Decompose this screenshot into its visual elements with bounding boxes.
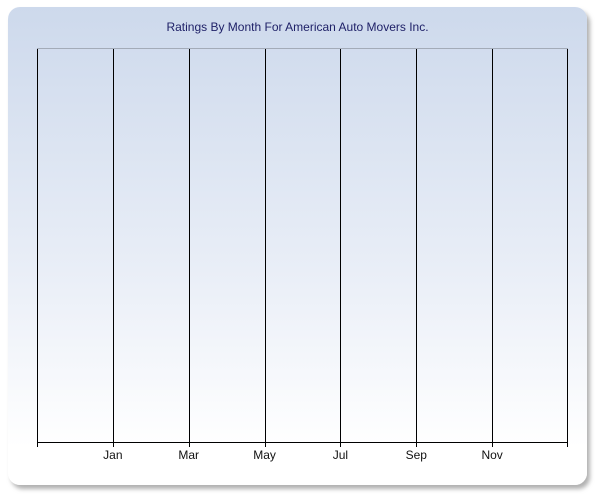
x-gridline (492, 49, 494, 442)
x-tick-label: Jan (103, 448, 123, 462)
plot-area (37, 48, 568, 443)
x-tick-label: Nov (481, 448, 503, 462)
x-axis: Jan Mar May Jul Sep Nov (37, 442, 568, 472)
chart-title: Ratings By Month For American Auto Mover… (166, 20, 429, 34)
x-gridline (264, 49, 266, 442)
x-tick-label: Jul (332, 448, 349, 462)
x-gridline (340, 49, 342, 442)
x-tick (416, 442, 418, 447)
x-tick (567, 442, 568, 447)
x-tick (492, 442, 494, 447)
x-gridline (188, 49, 190, 442)
x-tick-label: Mar (178, 448, 200, 462)
x-gridline (567, 49, 568, 442)
x-tick-label: May (253, 448, 276, 462)
x-gridline (112, 49, 114, 442)
x-tick (112, 442, 114, 447)
x-tick (188, 442, 190, 447)
x-tick (264, 442, 266, 447)
x-tick (340, 442, 342, 447)
x-tick (37, 442, 38, 447)
x-gridline (416, 49, 418, 442)
x-tick-label: Sep (405, 448, 427, 462)
x-gridline (37, 49, 38, 442)
chart-panel: Ratings By Month For American Auto Mover… (8, 7, 587, 485)
